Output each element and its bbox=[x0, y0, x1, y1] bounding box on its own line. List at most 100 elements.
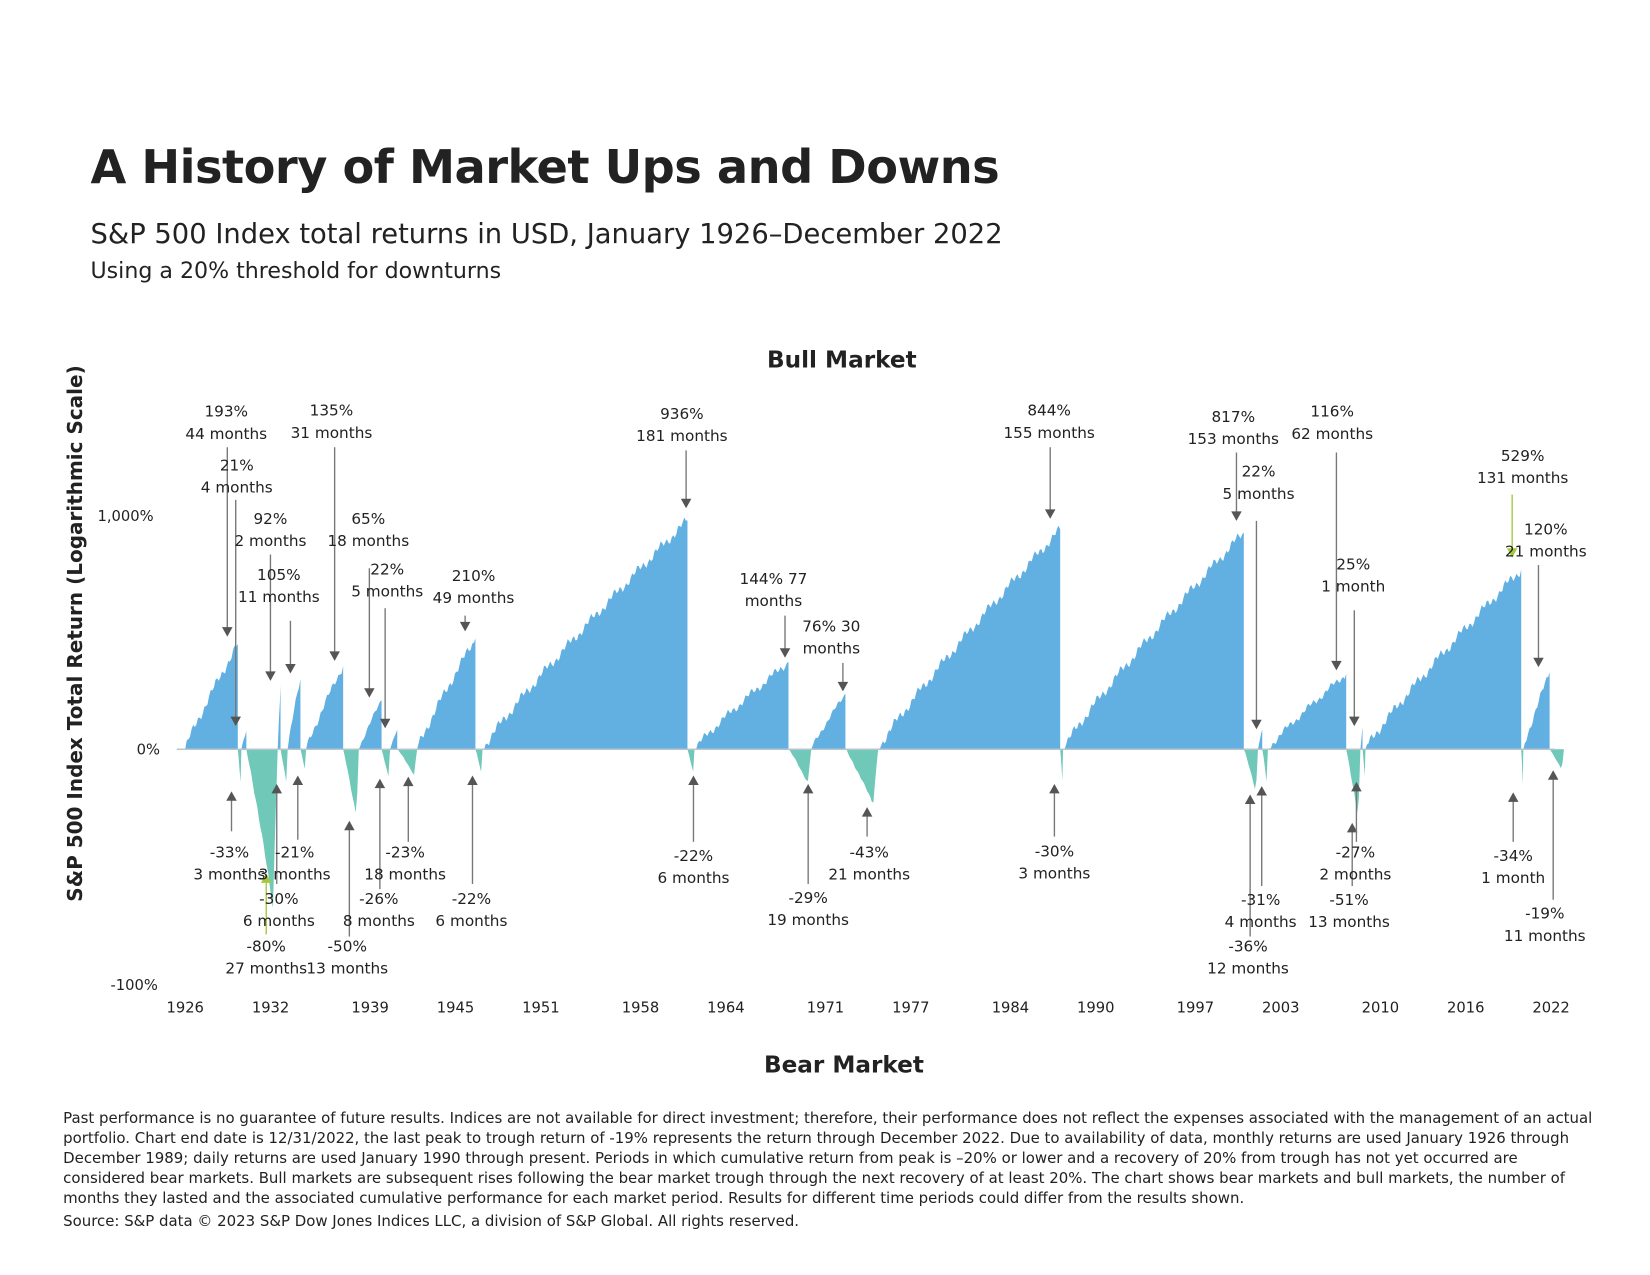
bull-market-area bbox=[185, 644, 238, 750]
bull-annotation: 529% 131 months bbox=[1477, 447, 1568, 558]
bull-market-title: Bull Market bbox=[767, 347, 917, 373]
bear-annotation: -23% 18 months bbox=[364, 776, 446, 884]
return-label: -80% bbox=[247, 937, 286, 955]
return-label: 92% bbox=[253, 510, 287, 528]
return-label: 193% bbox=[204, 403, 248, 421]
x-tick-label: 1977 bbox=[892, 999, 929, 1016]
bull-market-area bbox=[1063, 532, 1244, 750]
duration-label: 21 months bbox=[1505, 543, 1587, 561]
bull-annotation: 135% 31 months bbox=[291, 402, 373, 661]
bear-market-area bbox=[1262, 749, 1268, 782]
arrowhead-icon bbox=[1351, 781, 1362, 792]
duration-label: 27 months bbox=[225, 959, 307, 977]
duration-label: 11 months bbox=[238, 588, 320, 606]
duration-label: 44 months bbox=[185, 425, 267, 443]
arrowhead-icon bbox=[344, 820, 355, 831]
bull-annotation: 144% 77 months bbox=[740, 570, 808, 658]
bear-market-area bbox=[343, 749, 359, 813]
return-label: 25% bbox=[1336, 555, 1370, 573]
bull-annotation: 210% 49 months bbox=[433, 567, 514, 632]
arrowhead-icon bbox=[230, 716, 241, 727]
return-label: -36% bbox=[1228, 937, 1267, 955]
bull-market-area bbox=[1258, 729, 1263, 750]
bear-market-area bbox=[1346, 749, 1361, 814]
return-label: 144% 77 bbox=[740, 570, 808, 588]
x-tick-label: 1951 bbox=[522, 999, 559, 1016]
arrowhead-icon bbox=[1251, 719, 1262, 730]
x-tick-label: 2003 bbox=[1262, 999, 1299, 1016]
duration-label: 62 months bbox=[1291, 425, 1373, 443]
bull-annotation: 844% 155 months bbox=[1003, 402, 1095, 519]
bear-market-area bbox=[381, 749, 391, 777]
arrowhead-icon bbox=[292, 775, 304, 786]
return-label: -21% bbox=[275, 844, 314, 862]
duration-label: 1 month bbox=[1321, 577, 1385, 595]
bear-market-area bbox=[1521, 749, 1524, 785]
bear-annotation: -31% 4 months bbox=[1225, 786, 1297, 931]
return-label: 844% bbox=[1027, 402, 1071, 420]
x-tick-label: 1971 bbox=[807, 999, 844, 1016]
return-label: -22% bbox=[452, 890, 491, 908]
return-label: 65% bbox=[351, 510, 385, 528]
duration-label: 155 months bbox=[1003, 424, 1094, 442]
x-tick-label: 2010 bbox=[1362, 999, 1399, 1016]
arrowhead-icon bbox=[1346, 822, 1358, 833]
bull-market-area bbox=[241, 730, 247, 750]
duration-label: months bbox=[745, 592, 802, 610]
return-label: -43% bbox=[849, 844, 888, 862]
arrowhead-icon bbox=[1547, 770, 1559, 780]
bull-annotation: 936% 181 months bbox=[636, 405, 728, 509]
arrowhead-icon bbox=[1533, 657, 1544, 668]
bear-market-area bbox=[845, 749, 879, 803]
bear-annotation: -50% 13 months bbox=[306, 820, 388, 977]
duration-label: 1 month bbox=[1481, 869, 1545, 887]
return-label: -27% bbox=[1336, 844, 1375, 862]
arrowhead-icon bbox=[374, 778, 386, 789]
arrowhead-icon bbox=[779, 648, 791, 658]
bear-market-area bbox=[237, 749, 242, 783]
return-label: 135% bbox=[310, 402, 354, 420]
arrowhead-icon bbox=[329, 651, 340, 661]
bear-annotation: -33% 3 months bbox=[193, 791, 265, 884]
return-label: -33% bbox=[210, 844, 249, 862]
bear-annotation: -22% 6 months bbox=[657, 775, 730, 887]
duration-label: 6 months bbox=[243, 912, 315, 930]
return-label: 210% bbox=[452, 567, 496, 585]
duration-label: 5 months bbox=[351, 583, 423, 601]
arrowhead-icon bbox=[467, 775, 478, 786]
bear-annotation: -26% 8 months bbox=[343, 778, 415, 930]
bull-market-area bbox=[277, 685, 281, 750]
bear-market-title: Bear Market bbox=[764, 1052, 924, 1078]
return-label: -22% bbox=[674, 847, 713, 865]
bear-annotation: -80% 27 months bbox=[225, 873, 307, 977]
bear-annotation: -36% 12 months bbox=[1207, 794, 1289, 977]
bull-annotation: 120% 21 months bbox=[1505, 521, 1587, 668]
bull-market-area bbox=[1360, 727, 1363, 750]
duration-label: 2 months bbox=[234, 532, 306, 550]
arrowhead-icon bbox=[1049, 783, 1060, 794]
duration-label: 31 months bbox=[291, 424, 373, 442]
bear-market-area bbox=[280, 749, 288, 782]
arrowhead-icon bbox=[459, 621, 471, 632]
arrowhead-icon bbox=[265, 671, 276, 681]
duration-label: 131 months bbox=[1477, 469, 1568, 487]
subnote: Using a 20% threshold for downturns bbox=[90, 257, 502, 284]
duration-label: 12 months bbox=[1207, 959, 1289, 977]
arrowhead-icon bbox=[364, 688, 375, 698]
bear-annotation: -29% 19 months bbox=[767, 783, 849, 929]
arrowhead-icon bbox=[680, 498, 692, 509]
duration-label: 3 months bbox=[193, 866, 265, 884]
return-label: -23% bbox=[385, 844, 424, 862]
duration-label: 3 months bbox=[1018, 865, 1090, 883]
market-chart: Bull Market Bear Market S&P 500 Index To… bbox=[63, 347, 1587, 1078]
bear-market-area bbox=[788, 749, 812, 781]
bull-annotation: 105% 11 months bbox=[238, 566, 320, 674]
bear-market-area bbox=[1362, 749, 1366, 777]
arrowhead-icon bbox=[285, 664, 296, 674]
x-tick-label: 2022 bbox=[1532, 999, 1569, 1016]
return-label: -26% bbox=[359, 890, 398, 908]
return-label: -29% bbox=[788, 889, 827, 907]
duration-label: 18 months bbox=[364, 866, 446, 884]
source-text: Source: S&P data © 2023 S&P Dow Jones In… bbox=[63, 1213, 800, 1231]
